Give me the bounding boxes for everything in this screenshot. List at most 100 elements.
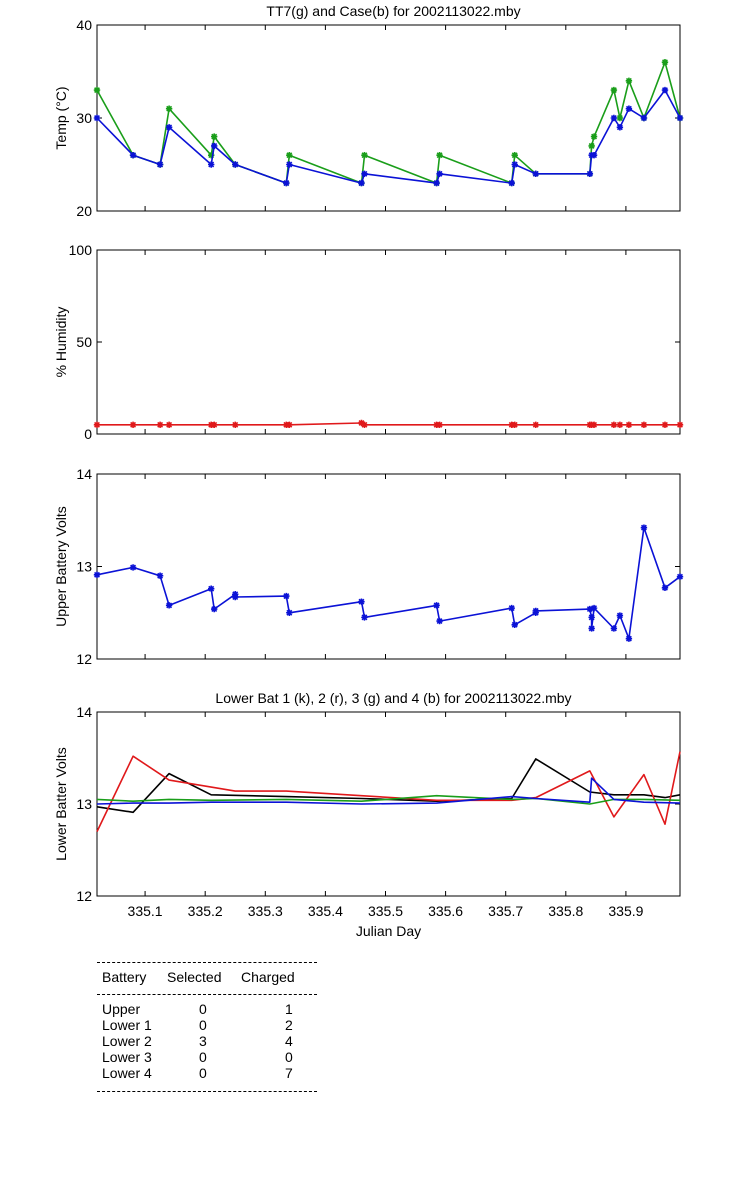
data-point	[610, 114, 618, 122]
data-point	[532, 607, 539, 615]
data-point	[286, 421, 293, 428]
data-point	[625, 635, 633, 642]
data-point	[640, 421, 648, 428]
y-axis-label-2: % Humidity	[53, 307, 69, 378]
y-tick-label: 13	[76, 796, 92, 812]
data-point	[211, 142, 218, 150]
battery-name: Lower 4	[102, 1065, 152, 1081]
battery-status-table: Battery Selected Charged Upper 0 1 Lower…	[97, 962, 317, 1092]
y-tick-label: 14	[76, 704, 92, 720]
data-point	[661, 421, 669, 428]
battery-name: Lower 1	[102, 1017, 152, 1033]
series-line-upper	[96, 526, 681, 640]
data-point	[640, 114, 648, 122]
header-battery: Battery	[102, 969, 147, 985]
plot-frame-1	[96, 24, 681, 212]
y-axis-label-4: Lower Batter Volts	[53, 747, 69, 861]
data-point	[508, 604, 515, 612]
y-axis-label-1: Temp (°C)	[53, 86, 69, 149]
battery-selected: 0	[199, 1049, 207, 1065]
data-point	[129, 421, 137, 428]
x-tick-label: 335.3	[248, 903, 283, 919]
data-point	[590, 133, 598, 140]
series-line-tt7	[96, 61, 681, 184]
battery-selected: 0	[199, 1065, 207, 1081]
table-row: Lower 1 0 2	[97, 1017, 317, 1033]
data-point	[661, 86, 669, 94]
x-tick-label: 335.2	[188, 903, 223, 919]
data-point	[616, 114, 624, 122]
data-point	[93, 86, 101, 94]
battery-name: Lower 3	[102, 1049, 152, 1065]
data-point	[586, 170, 594, 177]
data-point	[436, 170, 443, 177]
data-point	[511, 421, 518, 428]
y-tick-label: 14	[76, 466, 92, 482]
x-tick-label: 335.6	[428, 903, 463, 919]
header-selected: Selected	[167, 969, 222, 985]
data-point	[590, 152, 598, 159]
x-tick-label: 335.1	[128, 903, 163, 919]
data-point	[436, 421, 443, 428]
x-tick-label: 335.9	[608, 903, 643, 919]
battery-selected: 0	[199, 1001, 207, 1017]
data-point	[625, 105, 633, 112]
x-tick-label: 335.4	[308, 903, 343, 919]
table-row: Upper 0 1	[97, 1001, 317, 1017]
y-tick-label: 12	[76, 651, 92, 667]
data-point	[588, 625, 595, 632]
data-point	[640, 524, 648, 531]
series-line-lower-4	[96, 777, 681, 805]
battery-name: Upper	[102, 1001, 141, 1017]
data-point	[211, 133, 218, 140]
data-point	[165, 602, 173, 609]
data-point	[232, 161, 239, 168]
battery-selected: 0	[199, 1017, 207, 1033]
data-point	[676, 573, 684, 580]
table-top-divider	[97, 962, 317, 963]
data-point	[156, 421, 164, 428]
x-tick-label: 335.8	[548, 903, 583, 919]
charts-canvas: 20 30 40 TT7(g) and Case(b) for 2002113022.…	[53, 3, 684, 939]
data-point	[286, 152, 293, 159]
data-point	[361, 421, 368, 428]
data-point	[165, 105, 173, 112]
y-tick-label: 12	[76, 888, 92, 904]
plot-frame-3	[96, 473, 681, 660]
data-point	[207, 161, 215, 168]
data-point	[588, 142, 595, 150]
data-point	[610, 86, 618, 94]
data-point	[361, 170, 368, 177]
data-point	[625, 421, 633, 428]
battery-name: Lower 2	[102, 1033, 152, 1049]
data-point	[211, 421, 218, 428]
x-axis-label: Julian Day	[356, 923, 421, 939]
data-point	[93, 421, 101, 428]
data-point	[286, 609, 293, 616]
data-point	[361, 614, 368, 621]
data-point	[590, 421, 598, 428]
table-row: Lower 3 0 0	[97, 1049, 317, 1065]
battery-charged: 2	[285, 1017, 293, 1033]
data-point	[676, 421, 684, 428]
table-header-divider	[97, 994, 317, 995]
data-point	[361, 152, 368, 159]
y-tick-label: 100	[69, 242, 93, 258]
y-tick-label: 30	[76, 110, 92, 126]
data-point	[532, 421, 539, 428]
data-point	[232, 593, 239, 601]
data-point	[165, 124, 173, 131]
data-point	[232, 421, 239, 428]
data-point	[610, 421, 618, 428]
data-point	[283, 592, 290, 600]
x-tick-label: 335.7	[488, 903, 523, 919]
data-point	[676, 114, 684, 122]
data-point	[93, 571, 101, 579]
y-tick-label: 50	[76, 334, 92, 350]
data-point	[211, 605, 218, 613]
plot-frame-2	[96, 249, 681, 435]
table-bottom-divider	[97, 1091, 317, 1092]
data-point	[207, 585, 215, 592]
y-tick-label: 40	[76, 17, 92, 33]
data-point	[358, 419, 365, 427]
